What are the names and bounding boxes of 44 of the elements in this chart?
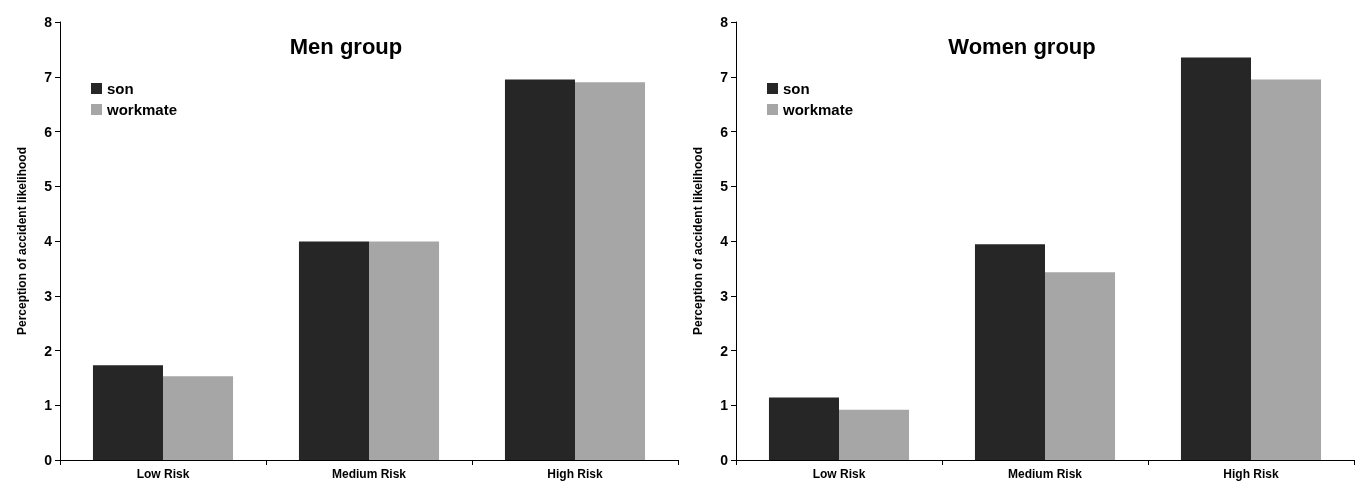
legend-label: son — [107, 80, 134, 97]
bar — [575, 82, 646, 460]
text: Men group — [289, 33, 403, 59]
x-tick-label: Low Risk — [136, 467, 190, 481]
y-tick-label: 2 — [720, 342, 729, 359]
y-tick-label: 0 — [720, 452, 729, 468]
bar — [974, 244, 1045, 460]
bar — [369, 241, 440, 460]
bar — [92, 365, 163, 460]
bar — [1045, 272, 1116, 460]
y-axis-title: Perception of accident likelihood — [15, 146, 29, 336]
y-tick-label: 4 — [44, 233, 53, 249]
y-tick-label: 7 — [720, 68, 729, 85]
y-tick-label: 1 — [44, 397, 53, 414]
legend-label: workmate — [106, 101, 178, 118]
x-tick-label: Medium Risk — [1007, 467, 1083, 481]
y-axis-title: Perception of accident likelihood — [691, 146, 705, 336]
text: Women group — [948, 33, 1096, 59]
bar — [298, 241, 369, 460]
bar — [1251, 79, 1322, 460]
y-tick-label: 7 — [44, 68, 53, 85]
y-tick-label: 3 — [720, 287, 729, 304]
bar — [163, 376, 234, 460]
y-tick-label: 1 — [720, 397, 729, 414]
y-tick-label: 3 — [44, 287, 53, 304]
legend-label: son — [783, 80, 810, 97]
bar — [768, 397, 839, 460]
y-tick-label: 8 — [44, 14, 53, 30]
y-tick-label: 5 — [44, 178, 53, 195]
legend-label: workmate — [782, 101, 854, 118]
x-tick-label: Low Risk — [812, 467, 866, 481]
x-tick-label: High Risk — [1223, 467, 1279, 481]
x-tick-label: High Risk — [547, 467, 603, 481]
bar — [504, 79, 575, 460]
y-tick-label: 5 — [720, 178, 729, 195]
x-tick-label: Medium Risk — [331, 467, 407, 481]
bar — [1180, 57, 1251, 460]
y-tick-label: 4 — [720, 233, 729, 249]
y-tick-label: 8 — [720, 14, 729, 30]
y-tick-label: 6 — [720, 123, 729, 140]
y-tick-label: 0 — [44, 452, 53, 468]
y-tick-label: 6 — [44, 123, 53, 140]
y-tick-label: 2 — [44, 342, 53, 359]
bar — [839, 409, 910, 460]
